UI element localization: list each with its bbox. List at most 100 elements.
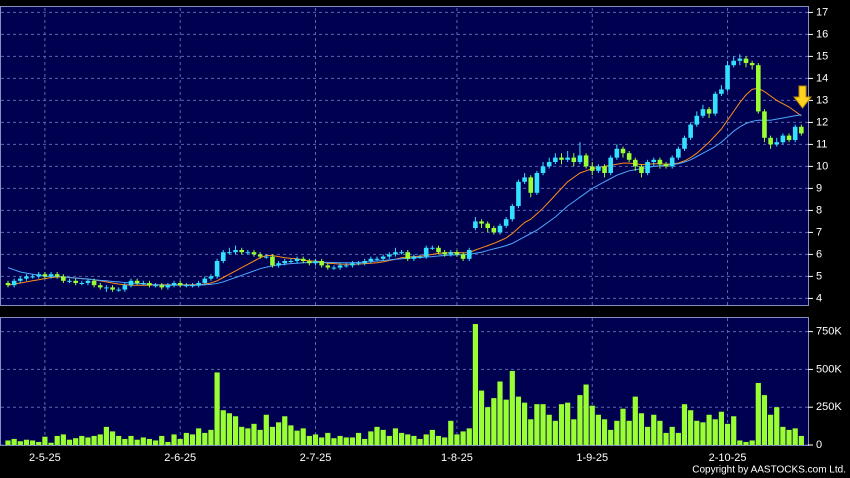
y-tick-label: 17 [816, 6, 828, 18]
candle-body [491, 228, 497, 233]
candle-body [288, 261, 294, 262]
candle-body [485, 223, 490, 228]
candle-body [682, 137, 687, 149]
x-tick-label: 2-10-25 [709, 452, 747, 464]
volume-bar [552, 420, 558, 445]
volume-bar [153, 440, 159, 445]
volume-bar [319, 437, 325, 445]
volume-bar [374, 426, 380, 445]
volume-bar [85, 437, 91, 445]
volume-bar [601, 419, 608, 445]
candle-body [276, 263, 281, 266]
volume-bar [343, 437, 349, 445]
price-panel [0, 6, 809, 306]
candle-body [42, 274, 48, 277]
candle-body [374, 258, 380, 260]
volume-bar [251, 423, 257, 445]
candle-body [454, 252, 460, 255]
candle-body [196, 283, 201, 286]
y-tick-label: 11 [816, 138, 827, 150]
volume-bar [651, 414, 657, 445]
plot-layers: 2-5-25 2-6-25 2-7-25 1-8-25 1-9-25 2-10-25 4 5 6… [1, 6, 842, 464]
candle-body [497, 225, 503, 233]
volume-bar [718, 411, 724, 445]
volume-bar [786, 429, 792, 445]
volume-bar [5, 440, 11, 445]
candle-body [313, 261, 318, 264]
candle-body [411, 256, 417, 259]
volume-bar [91, 435, 97, 445]
candle-body [337, 265, 343, 268]
candle-body [122, 285, 128, 290]
volume-bar [331, 438, 337, 445]
x-tick-label: 1-8-25 [441, 452, 473, 464]
candle-body [110, 287, 115, 290]
volume-bar [749, 440, 755, 445]
candle-body [669, 157, 675, 167]
volume-bar [645, 426, 651, 445]
candle-body [756, 65, 761, 112]
candle-body [5, 283, 11, 286]
volume-bar [73, 438, 79, 445]
volume-bar [497, 381, 503, 445]
y-tick-label: 10 [816, 160, 828, 172]
volume-bar [66, 439, 73, 445]
volume-bar [263, 414, 269, 445]
candle-body [626, 153, 632, 160]
x-tick-label: 1-9-25 [576, 452, 608, 464]
volume-bar [337, 435, 343, 445]
candle-body [762, 111, 767, 138]
volume-bar [774, 407, 780, 445]
volume-bar [312, 434, 319, 445]
candle-body [780, 135, 786, 143]
volume-bar [675, 432, 681, 445]
candle-body [540, 166, 546, 173]
volume-bar [546, 414, 552, 445]
volume-bar [737, 440, 743, 445]
volume-bar [122, 438, 128, 445]
moving-average-line [7, 114, 802, 286]
volume-bar [276, 422, 282, 445]
y-tick-label: 4 [816, 292, 822, 304]
candle-body [399, 252, 404, 254]
volume-bar [183, 432, 189, 445]
candle-body [792, 126, 798, 140]
candle-body [190, 285, 195, 287]
volume-bar [202, 432, 208, 445]
y-tick-label: 750K [816, 326, 842, 338]
volume-bar [681, 404, 688, 445]
candle-body [528, 177, 534, 193]
candle-body [700, 109, 706, 116]
volume-bar [478, 390, 485, 445]
candle-body [737, 58, 743, 61]
y-tick-label: 12 [816, 116, 828, 128]
candle-body [546, 162, 552, 167]
volume-bar [159, 435, 165, 445]
volume-bar [632, 396, 638, 445]
candle-body [171, 283, 177, 286]
candle-body [503, 219, 509, 226]
candle-body [657, 159, 663, 165]
candle-body [786, 135, 792, 140]
candle-body [676, 148, 681, 158]
candle-body [227, 252, 232, 254]
candle-body [202, 278, 208, 283]
candle-body [319, 261, 324, 266]
volume-bar [165, 441, 171, 445]
volume-bar [472, 324, 478, 445]
volume-bar [485, 407, 491, 445]
volume-bar [626, 420, 632, 445]
volume-bar [515, 396, 522, 445]
candle-body [264, 256, 269, 258]
volume-bar [79, 435, 85, 445]
volume-bar [146, 438, 153, 445]
volume-bar [171, 434, 177, 445]
volume-bar [663, 432, 669, 445]
candle-body [608, 157, 613, 173]
volume-bar [349, 437, 355, 445]
copyright: Copyright by AASTOCKS.com Ltd. [692, 465, 846, 476]
candle-body [91, 280, 97, 286]
volume-bar [429, 429, 435, 445]
candle-body [245, 252, 251, 254]
candle-body [350, 263, 355, 266]
